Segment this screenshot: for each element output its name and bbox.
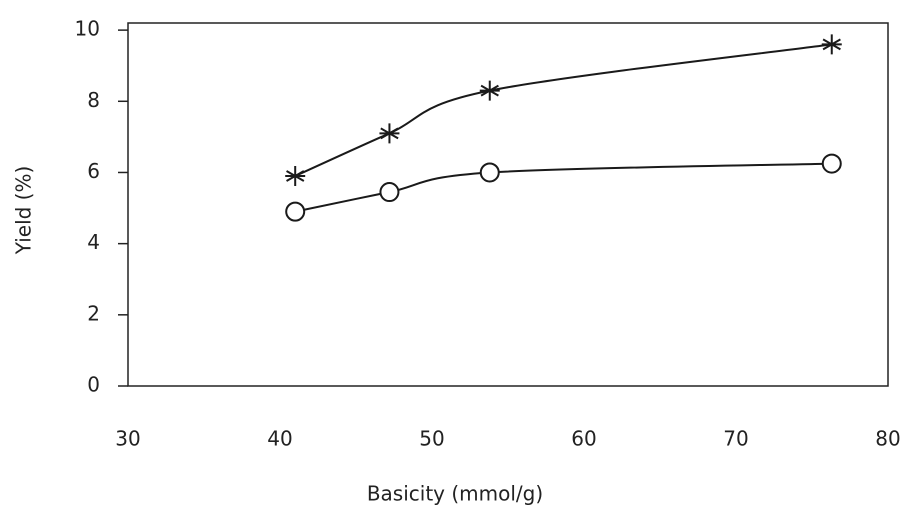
y-tick-label: 6	[87, 159, 100, 183]
star-marker	[379, 123, 399, 143]
y-tick-label: 2	[87, 301, 100, 325]
fit-curve	[295, 44, 832, 176]
y-axis-label: Yield (%)	[12, 166, 36, 256]
x-tick-label: 40	[267, 427, 292, 451]
circle-marker	[286, 203, 304, 221]
star-marker	[285, 166, 305, 186]
chart: Basicity (mmol/g) Yield (%) 0 2 4 6 8 10 30 40 5…	[0, 0, 911, 510]
y-tick-label: 0	[87, 373, 100, 397]
x-tick-label: 80	[875, 427, 900, 451]
x-tick-label: 70	[723, 427, 748, 451]
star-marker	[480, 81, 500, 101]
plot-frame	[128, 23, 888, 386]
fit-curve	[295, 164, 832, 212]
x-tick-label: 60	[571, 427, 596, 451]
y-tick-label: 4	[87, 230, 100, 254]
star-marker	[822, 34, 842, 54]
circle-marker	[823, 155, 841, 173]
page: Basicity (mmol/g) Yield (%) 0 2 4 6 8 10 30 40 5…	[0, 0, 911, 514]
x-tick-label: 50	[419, 427, 444, 451]
circle-marker	[380, 183, 398, 201]
y-tick-label: 10	[75, 17, 100, 41]
circle-marker	[481, 163, 499, 181]
x-tick-label: 30	[115, 427, 140, 451]
y-tick-label: 8	[87, 88, 100, 112]
x-axis-label: Basicity (mmol/g)	[367, 482, 543, 506]
